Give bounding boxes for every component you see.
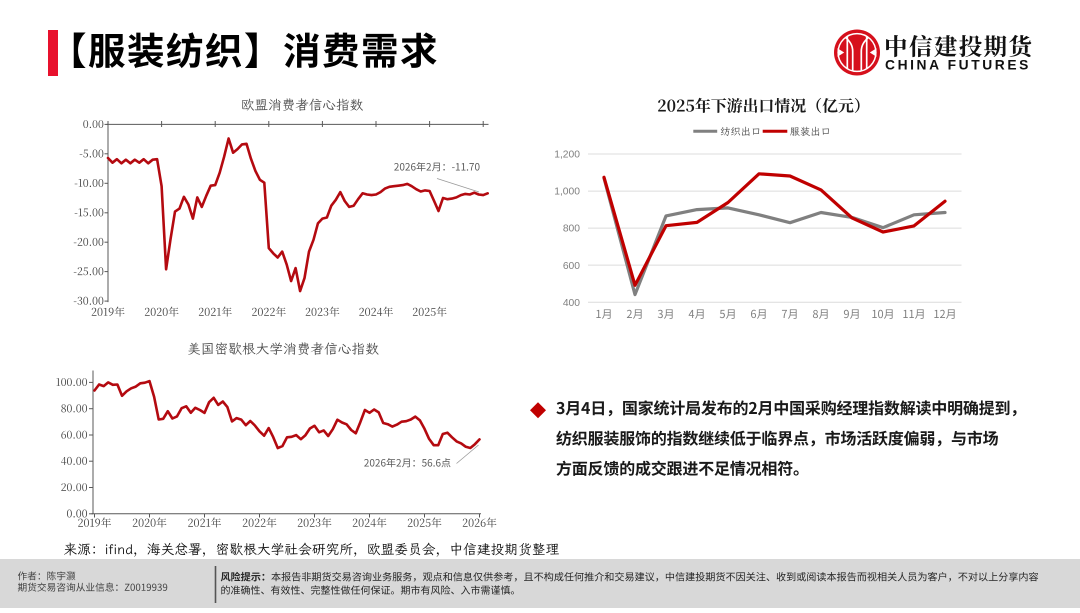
svg-text:1,200: 1,200 <box>554 150 580 161</box>
svg-text:400: 400 <box>563 298 580 309</box>
svg-text:800: 800 <box>563 224 580 235</box>
svg-text:600: 600 <box>563 261 580 272</box>
svg-text:1,000: 1,000 <box>554 187 580 198</box>
svg-text:CHINA FUTURES: CHINA FUTURES <box>885 58 1031 73</box>
